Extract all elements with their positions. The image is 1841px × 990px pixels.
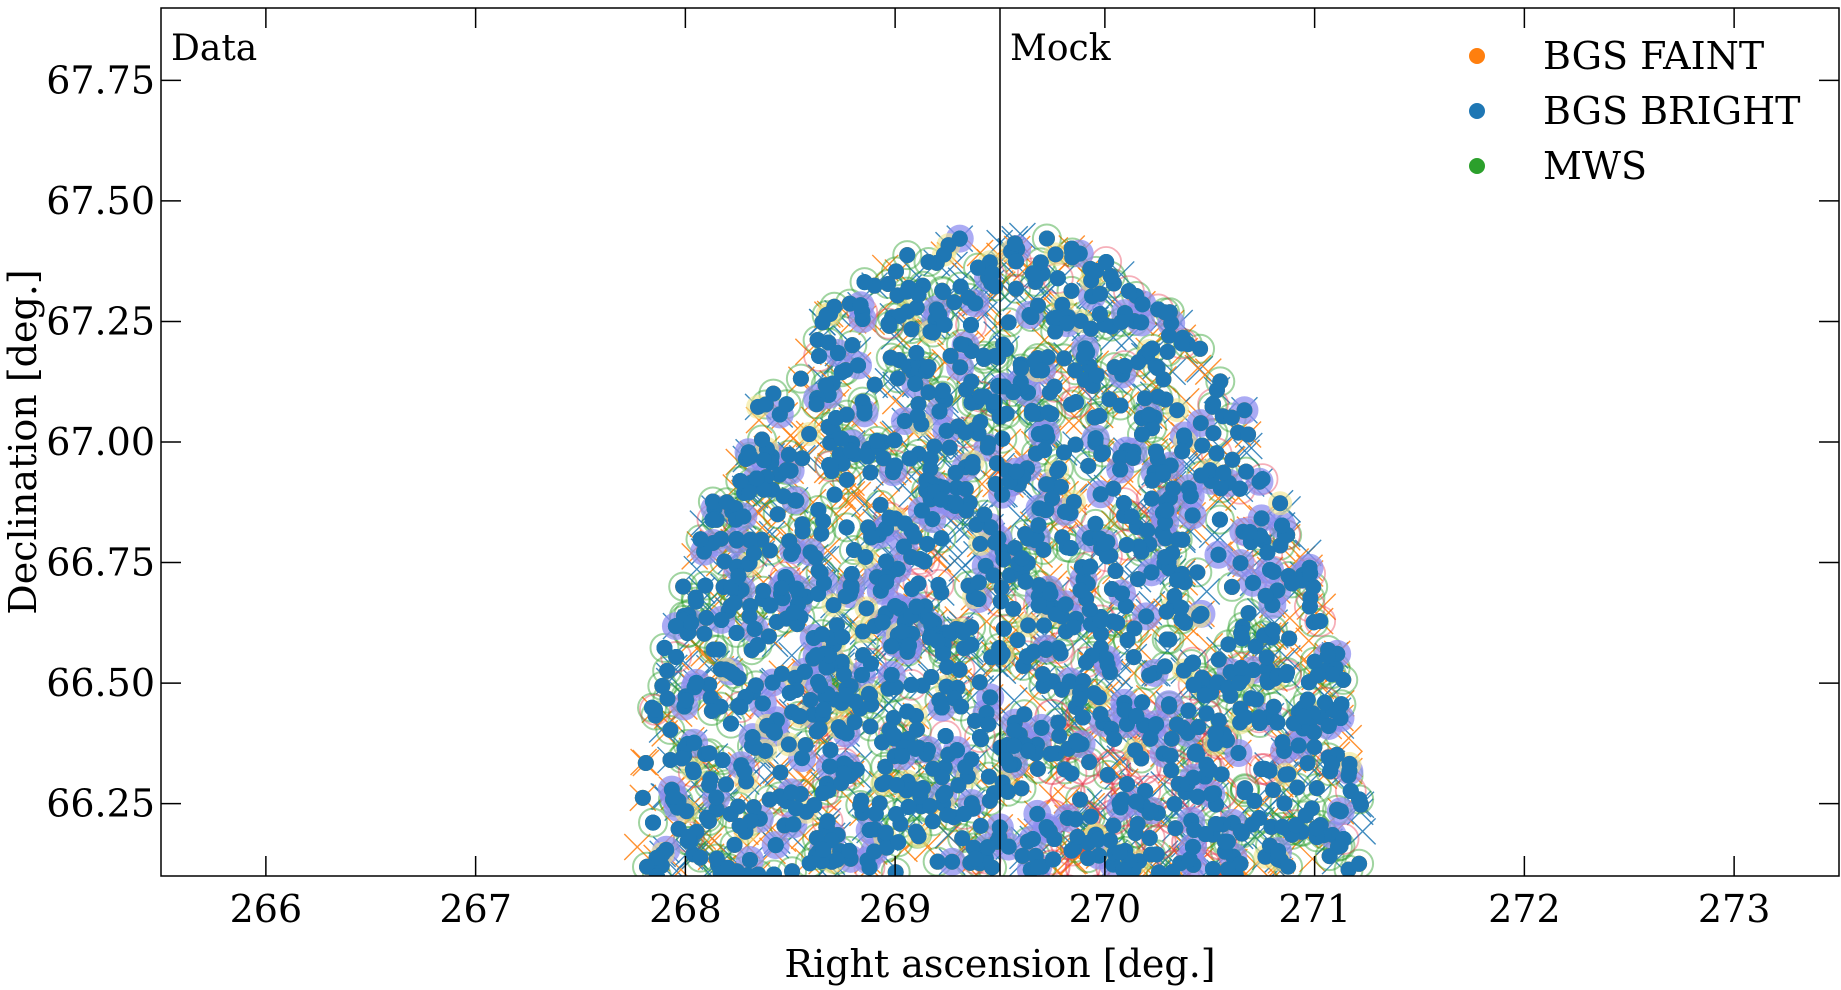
open-circle-marker xyxy=(655,714,686,745)
open-circle-marker xyxy=(1230,774,1261,805)
bgs-bright-point xyxy=(1230,745,1247,762)
cross-marker xyxy=(851,490,879,518)
open-circle-marker xyxy=(638,807,669,838)
open-circle-marker xyxy=(1056,389,1087,420)
plot-area xyxy=(623,222,1377,876)
cross-marker xyxy=(1055,407,1083,435)
open-circle-marker xyxy=(1229,773,1260,804)
red-circle-marker xyxy=(1304,605,1337,638)
red-circle-marker xyxy=(639,693,671,726)
cross-marker xyxy=(623,833,651,861)
cross-marker xyxy=(1184,354,1212,382)
red-circle-marker xyxy=(1055,757,1088,790)
open-circle-marker xyxy=(1229,777,1260,808)
open-circle-marker xyxy=(892,240,923,271)
open-circle-marker xyxy=(1154,624,1185,655)
open-circle-marker xyxy=(698,634,729,665)
cross-marker xyxy=(1078,385,1106,413)
open-circle-marker xyxy=(1269,788,1300,819)
open-circle-marker xyxy=(819,479,850,510)
open-circle-marker xyxy=(715,708,746,739)
red-circle-marker xyxy=(660,641,693,673)
red-circle-marker xyxy=(1060,386,1092,418)
bgs-bright-point xyxy=(1029,805,1046,822)
cross-marker xyxy=(1193,577,1221,605)
cross-marker xyxy=(984,309,1012,337)
open-circle-marker xyxy=(1073,450,1104,481)
cross-marker xyxy=(857,491,885,519)
open-circle-marker xyxy=(668,571,699,602)
open-circle-marker xyxy=(880,256,911,287)
open-circle-marker xyxy=(1151,624,1182,655)
open-circle-marker xyxy=(785,363,816,394)
cross-marker xyxy=(944,544,972,572)
bgs-bright-point xyxy=(1033,719,1050,736)
